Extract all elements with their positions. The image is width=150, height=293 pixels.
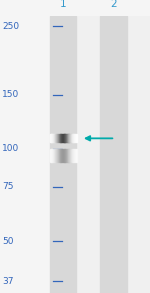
Bar <box>58 149 59 162</box>
Text: 150: 150 <box>2 90 19 99</box>
Bar <box>60 149 61 162</box>
Bar <box>59 149 60 162</box>
Bar <box>67 149 68 162</box>
Bar <box>64 134 65 142</box>
Bar <box>60 134 61 142</box>
Bar <box>51 134 52 142</box>
Bar <box>52 134 53 142</box>
Bar <box>71 149 72 162</box>
Bar <box>52 149 53 162</box>
Bar <box>62 134 63 142</box>
Text: 250: 250 <box>2 22 19 31</box>
Bar <box>64 149 65 162</box>
Bar <box>65 149 66 162</box>
Bar <box>74 134 75 142</box>
Bar <box>65 134 66 142</box>
Bar <box>72 134 73 142</box>
Bar <box>73 149 74 162</box>
Bar <box>55 134 56 142</box>
Bar <box>60 149 61 162</box>
Bar <box>73 134 74 142</box>
Bar <box>72 134 73 142</box>
Bar <box>55 149 56 162</box>
Bar <box>72 149 73 162</box>
Text: 50: 50 <box>2 236 14 246</box>
Bar <box>57 134 58 142</box>
Bar <box>76 149 77 162</box>
Bar <box>68 134 69 142</box>
Bar <box>68 149 69 162</box>
Bar <box>59 134 60 142</box>
Bar <box>57 149 58 162</box>
Bar <box>67 134 68 142</box>
Bar <box>61 134 62 142</box>
Bar <box>71 134 72 142</box>
Bar <box>68 134 69 142</box>
Bar <box>60 134 61 142</box>
Bar <box>70 134 71 142</box>
Bar <box>50 16 76 292</box>
Bar <box>54 149 55 162</box>
Bar <box>58 134 59 142</box>
Text: 75: 75 <box>2 183 14 192</box>
Bar <box>54 134 55 142</box>
Text: 2: 2 <box>110 0 117 9</box>
Bar <box>76 134 77 142</box>
Bar <box>56 149 57 162</box>
Bar <box>69 149 70 162</box>
Text: 100: 100 <box>2 144 19 153</box>
Bar <box>74 149 75 162</box>
Bar <box>69 134 70 142</box>
Bar <box>72 149 73 162</box>
Bar <box>51 134 52 142</box>
Bar <box>51 149 52 162</box>
Bar <box>100 16 127 292</box>
Bar <box>66 149 67 162</box>
Bar <box>63 134 64 142</box>
Bar <box>61 149 62 162</box>
Bar <box>75 134 76 142</box>
Bar <box>51 149 52 162</box>
Bar <box>53 149 54 162</box>
Bar <box>50 149 51 162</box>
Bar <box>62 149 63 162</box>
Bar <box>56 134 57 142</box>
Text: 1: 1 <box>60 0 66 9</box>
Bar <box>68 149 69 162</box>
Text: 37: 37 <box>2 277 14 286</box>
Bar <box>70 149 71 162</box>
Bar <box>56 149 57 162</box>
Bar <box>50 134 51 142</box>
Bar <box>56 134 57 142</box>
Bar <box>53 134 54 142</box>
Bar <box>63 149 64 162</box>
Bar <box>75 149 76 162</box>
Bar <box>61 149 62 162</box>
Bar <box>63 134 64 142</box>
Bar <box>63 149 64 162</box>
Bar <box>61 134 62 142</box>
Bar <box>66 134 67 142</box>
